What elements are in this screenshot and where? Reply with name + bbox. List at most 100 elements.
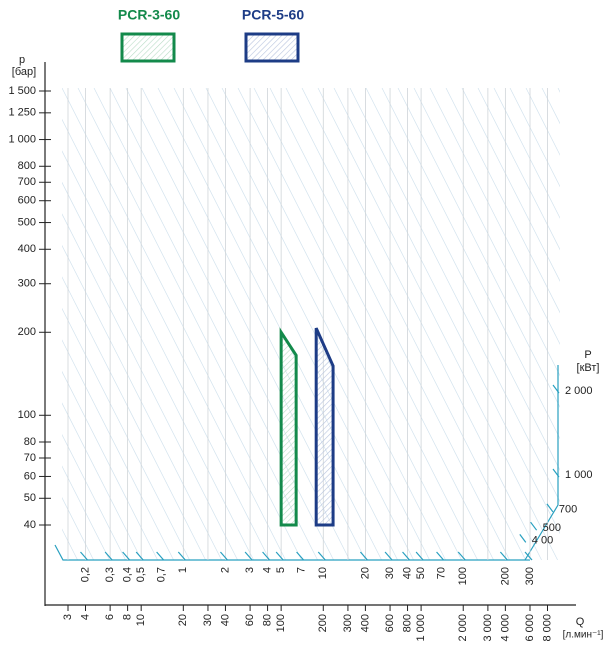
y-tick-label: 100 (18, 409, 36, 421)
x-tick-label: 60 (244, 614, 256, 626)
y2-tick-label: 2 000 (565, 385, 593, 397)
x2-tick-label: 0,3 (104, 567, 116, 582)
x2-tick-label: 300 (524, 567, 536, 585)
y-tick-label: 700 (18, 176, 36, 188)
isoline (62, 88, 302, 560)
isoline (397, 88, 560, 408)
x2-tick-label: 0,5 (135, 567, 147, 582)
x-tick-label: 40 (219, 614, 231, 626)
isoline (0, 88, 62, 560)
isoline (590, 88, 612, 560)
region (314, 327, 335, 527)
isoline (62, 496, 94, 560)
y2-tick-label: 1 000 (565, 469, 593, 481)
x2-tick (219, 551, 228, 561)
isoline (62, 465, 110, 560)
y-tick-label: 200 (18, 326, 36, 338)
x2-tick (104, 551, 113, 561)
legend-label: PCR-5-60 (242, 7, 304, 23)
x2-tick-label: 20 (359, 567, 371, 579)
isoline (62, 339, 174, 560)
isoline (62, 370, 158, 560)
x-tick-label: 8 (122, 614, 134, 620)
x2-tick (359, 551, 368, 561)
isoline (493, 88, 560, 219)
isoline (62, 433, 126, 560)
isoline (237, 88, 478, 560)
x-tick-label: 6 (104, 614, 116, 620)
y2-tick (530, 521, 538, 531)
x-tick-label: 600 (384, 614, 396, 632)
x2-tick (80, 551, 88, 561)
x2-tick (122, 551, 131, 561)
x-tick-label: 80 (261, 614, 273, 626)
y-tick-label: 1 500 (8, 85, 36, 97)
x-tick-label: 300 (342, 614, 354, 632)
y-tick-label: 1 000 (8, 133, 36, 145)
power-isolines (0, 88, 612, 560)
y-tick-label: 40 (24, 519, 36, 531)
isoline (333, 88, 560, 534)
y-tick-label: 800 (18, 160, 36, 172)
isoline (0, 88, 46, 560)
x2-tick (317, 551, 326, 561)
x-tick-label: 3 000 (482, 614, 494, 642)
y2-tick (552, 468, 560, 478)
isoline (62, 307, 190, 560)
x-tick-label: 3 (62, 614, 74, 620)
isoline (173, 88, 414, 560)
x2-tick (402, 551, 410, 561)
y-tick-label: 400 (18, 243, 36, 255)
isoline (381, 88, 560, 440)
isoline (509, 88, 560, 188)
x2-tick (156, 551, 165, 561)
x2-tick (296, 551, 305, 561)
isoline (0, 88, 30, 560)
y-tick-label: 1 250 (8, 107, 36, 119)
x-tick-label: 10 (135, 614, 147, 626)
x2-tick (262, 551, 271, 561)
isoline (62, 181, 254, 560)
x-tick-label: 6 000 (524, 614, 536, 642)
isoline (285, 88, 526, 560)
x2-tick-label: 5 (275, 567, 287, 573)
x-tick-label: 400 (359, 614, 371, 632)
x-tick-label: 30 (202, 614, 214, 626)
isoline (253, 88, 494, 560)
isoline (62, 213, 238, 560)
y2-tick-label: 4 00 (532, 534, 553, 546)
x2-tick (244, 551, 253, 561)
isoline (62, 402, 142, 560)
y2-axis (524, 365, 559, 561)
isoline (77, 88, 318, 560)
x2-tick (177, 551, 186, 561)
x-axis-unit: [л.мин⁻¹] (563, 630, 604, 641)
x2-tick-label: 0,2 (79, 567, 91, 582)
y2-axis-unit: [кВт] (577, 362, 600, 374)
isoline (349, 88, 560, 503)
x2-tick-label: 50 (415, 567, 427, 579)
isoline (62, 244, 222, 560)
y2-axis-label: P (584, 349, 591, 361)
x2-tick-label: 0,7 (156, 567, 168, 582)
isoline (606, 88, 612, 560)
isoline (221, 88, 462, 560)
x2-axis (54, 544, 530, 561)
y-tick-label: 600 (18, 195, 36, 207)
isoline (574, 88, 612, 560)
x2-tick-label: 200 (499, 567, 511, 585)
legend-label: PCR-3-60 (118, 7, 180, 23)
y-tick-label: 50 (24, 492, 36, 504)
x-axis-label: Q (576, 616, 585, 628)
x2-tick (436, 551, 445, 561)
x2-tick (275, 551, 284, 561)
isoline (429, 88, 560, 345)
y-tick-label: 80 (24, 436, 36, 448)
isoline (413, 88, 560, 377)
isoline (557, 88, 560, 93)
x2-tick-label: 100 (457, 567, 469, 585)
x-tick-label: 4 000 (499, 614, 511, 642)
isoline (62, 118, 286, 560)
y-axis-label: p (19, 54, 25, 66)
